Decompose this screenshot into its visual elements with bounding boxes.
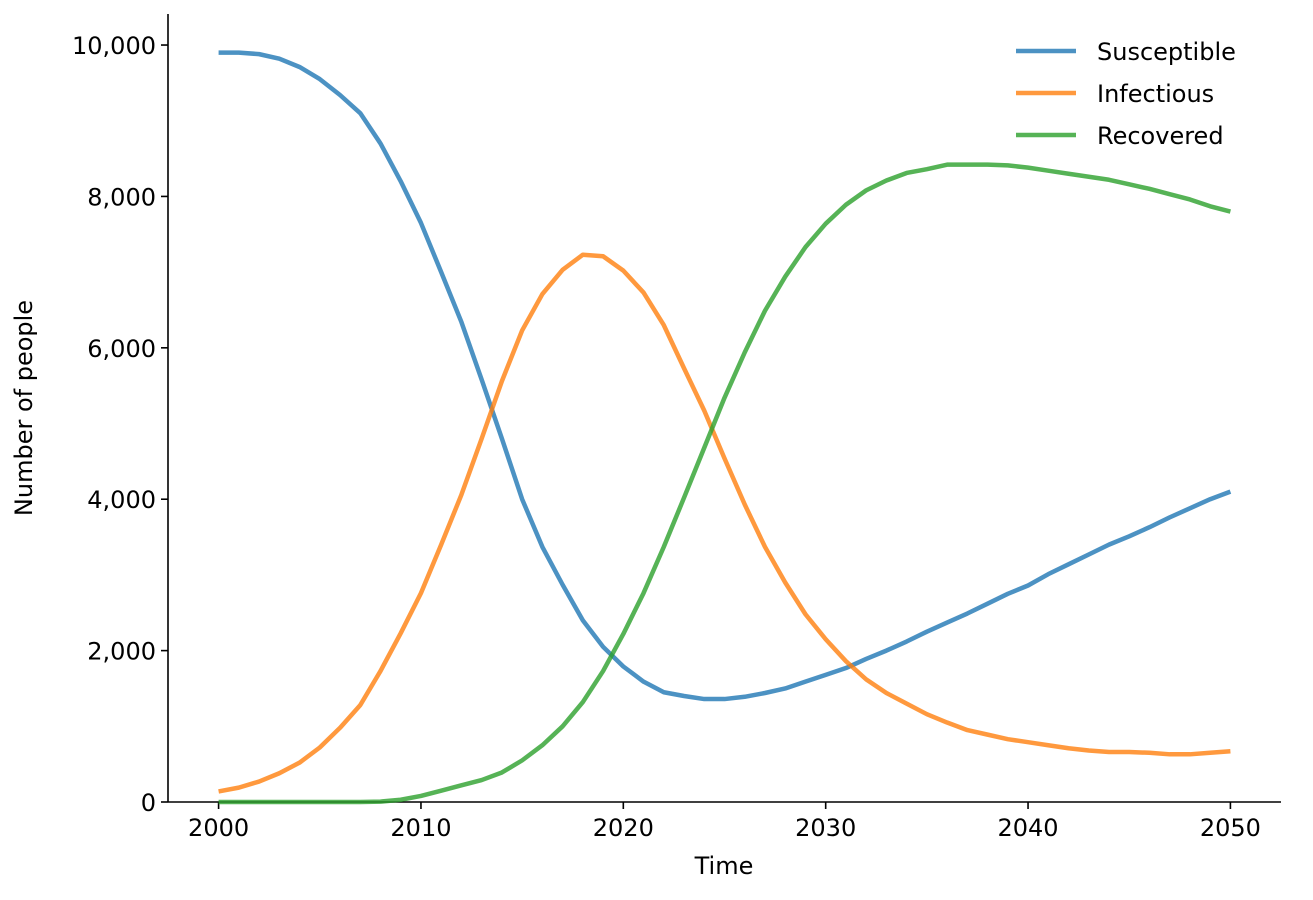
x-tick-label: 2050 [1200,814,1261,842]
series-line [218,50,1232,702]
x-tick-label: 2020 [593,814,654,842]
x-axis-label: Time [694,852,754,880]
y-tick-label: 6,000 [87,335,156,363]
legend-label: Susceptible [1097,38,1236,66]
y-tick-label: 0 [141,789,156,817]
y-tick-label: 8,000 [87,183,156,211]
y-tick-label: 2,000 [87,638,156,666]
x-tick-label: 2000 [188,814,249,842]
legend-label: Infectious [1097,80,1214,108]
y-tick-label: 4,000 [87,486,156,514]
legend-label: Recovered [1097,122,1224,150]
x-tick-label: 2040 [998,814,1059,842]
x-tick-label: 2010 [390,814,451,842]
series-line [218,252,1231,794]
y-axis-label: Number of people [10,300,38,516]
x-tick-label: 2030 [795,814,856,842]
series-line [218,162,1231,805]
y-tick-label: 10,000 [72,32,156,60]
